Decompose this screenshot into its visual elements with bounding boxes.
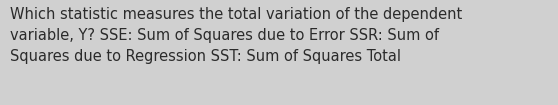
Text: Which statistic measures the total variation of the dependent
variable, Y? SSE: : Which statistic measures the total varia… xyxy=(10,7,462,64)
